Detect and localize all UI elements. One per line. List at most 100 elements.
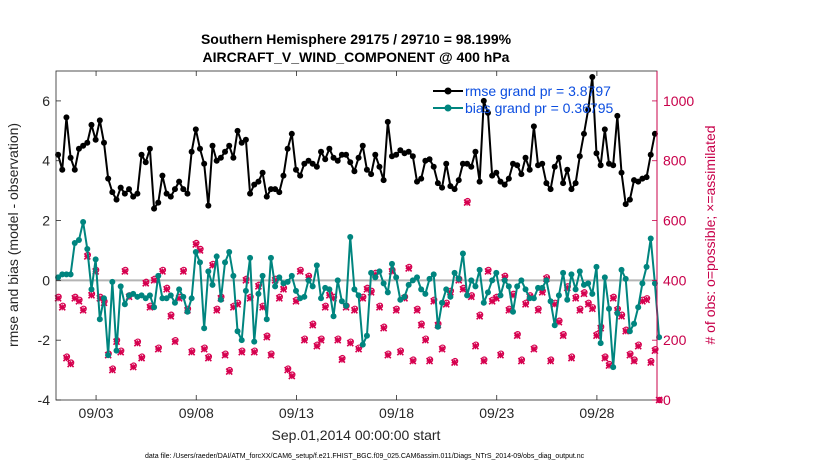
rmse-point [188, 148, 195, 155]
obs-assimilated-marker [413, 306, 421, 314]
rmse-point [322, 156, 329, 163]
obs-assimilated-marker [451, 359, 459, 367]
rmse-point [434, 180, 441, 187]
obs-assimilated-marker [158, 267, 166, 275]
bias-point [480, 299, 487, 306]
bias-point [564, 296, 571, 303]
chart-title-line2: AIRCRAFT_V_WIND_COMPONENT @ 400 hPa [203, 49, 510, 65]
obs-assimilated-marker [279, 285, 288, 293]
bias-point [447, 293, 454, 300]
rmse-point [489, 172, 496, 179]
rmse-point [134, 190, 141, 197]
bias-point [514, 283, 521, 290]
rmse-point [476, 178, 483, 185]
rmse-point [414, 178, 421, 185]
rmse-point [397, 147, 404, 154]
bias-point [251, 338, 258, 345]
bias-point [555, 292, 562, 299]
rmse-point [359, 142, 366, 149]
rmse-point [222, 148, 229, 155]
bias-point [75, 236, 82, 243]
bias-point [59, 271, 66, 278]
bias-point [146, 292, 153, 299]
bias-point [543, 277, 550, 284]
rmse-point [105, 175, 112, 182]
rmse-point [213, 157, 220, 164]
bias-point [589, 290, 596, 297]
bias-point [547, 298, 554, 305]
bias-point [526, 295, 533, 302]
bias-point [464, 292, 471, 299]
bias-point [443, 286, 450, 293]
rmse-point [505, 175, 512, 182]
y-right-tick-label: 800 [663, 153, 687, 169]
bias-point [505, 283, 512, 290]
obs-assimilated-marker [221, 351, 229, 359]
y-left-tick-label: 0 [42, 272, 50, 288]
rmse-point [163, 190, 170, 197]
obs-assimilated-marker [634, 342, 642, 350]
bias-point [284, 278, 291, 285]
obs-assimilated-marker [496, 351, 505, 359]
rmse-point [526, 166, 533, 173]
bias-point [230, 272, 237, 279]
obs-assimilated-marker [530, 345, 538, 353]
bias-point [455, 275, 462, 282]
rmse-point [543, 180, 550, 187]
bias-point [539, 284, 546, 291]
x-ticks-layer: 09/03 09/08 09/13 09/18 09/23 09/28 [79, 71, 615, 421]
obs-assimilated-marker [355, 345, 363, 353]
bias-point [267, 254, 274, 261]
bias-point [606, 305, 613, 312]
x-tick-label: 09/23 [479, 405, 514, 421]
bias-point [155, 272, 162, 279]
obs-assimilated-marker [384, 351, 392, 359]
rmse-point [305, 157, 312, 164]
bias-point [188, 295, 195, 302]
bias-point [84, 245, 91, 252]
bias-point [601, 274, 608, 281]
rmse-point [384, 118, 391, 125]
rmse-point [209, 142, 216, 149]
rmse-point [518, 171, 525, 178]
bias-point [347, 233, 354, 240]
bias-point [518, 277, 525, 284]
obs-assimilated-marker [137, 354, 146, 362]
chart-title-line1: Southern Hemisphere 29175 / 29710 = 98.1… [201, 31, 512, 47]
bias-point [138, 292, 145, 299]
rmse-point [117, 184, 124, 191]
bias-series-layer [55, 219, 663, 371]
rmse-point [501, 181, 508, 188]
bias-point [451, 269, 458, 276]
obs-assimilated-marker [480, 357, 488, 365]
bias-point [409, 277, 416, 284]
bias-point [647, 235, 654, 242]
obs-assimilated-marker [592, 332, 601, 340]
rmse-point [297, 172, 304, 179]
obs-assimilated-marker [547, 357, 555, 365]
rmse-point [84, 139, 91, 146]
obs-assimilated-marker [321, 303, 329, 311]
bias-point [476, 266, 483, 273]
obs-assimilated-marker [296, 267, 304, 275]
rmse-point [355, 154, 362, 161]
rmse-point [280, 172, 287, 179]
bias-point [292, 287, 299, 294]
rmse-point [643, 174, 650, 181]
rmse-point [635, 178, 642, 185]
obs-assimilated-marker [108, 366, 116, 374]
rmse-point [651, 130, 658, 137]
rmse-point [234, 127, 241, 134]
rmse-point [464, 160, 471, 167]
obs-assimilated-marker [521, 300, 530, 308]
obs-assimilated-marker [309, 321, 317, 329]
rmse-point [480, 97, 487, 104]
bias-point [163, 295, 170, 302]
rmse-point [343, 151, 350, 158]
obs-assimilated-marker [630, 357, 638, 365]
rmse-point [585, 106, 592, 113]
rmse-point [601, 126, 608, 133]
obs-assimilated-marker [179, 267, 187, 275]
bias-point [656, 334, 663, 341]
rmse-point [418, 175, 425, 182]
